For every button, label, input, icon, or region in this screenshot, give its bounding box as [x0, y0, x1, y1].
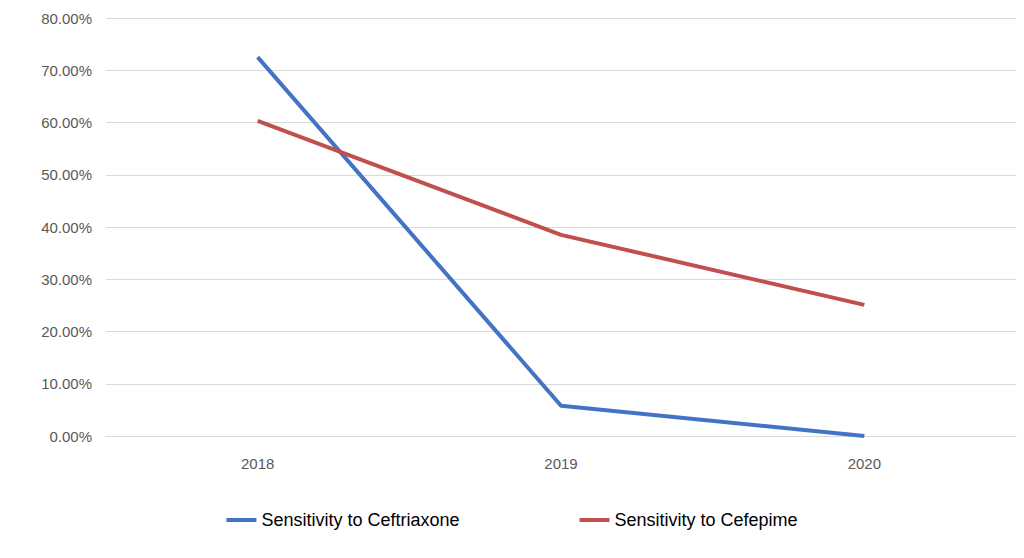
svg-text:50.00%: 50.00% [41, 166, 92, 183]
svg-text:2018: 2018 [241, 455, 274, 472]
svg-text:40.00%: 40.00% [41, 219, 92, 236]
svg-text:70.00%: 70.00% [41, 62, 92, 79]
svg-text:80.00%: 80.00% [41, 10, 92, 27]
svg-text:Sensitivity to Cefepime: Sensitivity to Cefepime [615, 510, 798, 530]
svg-text:10.00%: 10.00% [41, 375, 92, 392]
svg-text:30.00%: 30.00% [41, 271, 92, 288]
svg-text:Sensitivity to Ceftriaxone: Sensitivity to Ceftriaxone [261, 510, 459, 530]
svg-text:20.00%: 20.00% [41, 323, 92, 340]
svg-text:2019: 2019 [544, 455, 577, 472]
svg-text:2020: 2020 [848, 455, 881, 472]
svg-text:0.00%: 0.00% [49, 428, 92, 445]
svg-text:60.00%: 60.00% [41, 114, 92, 131]
